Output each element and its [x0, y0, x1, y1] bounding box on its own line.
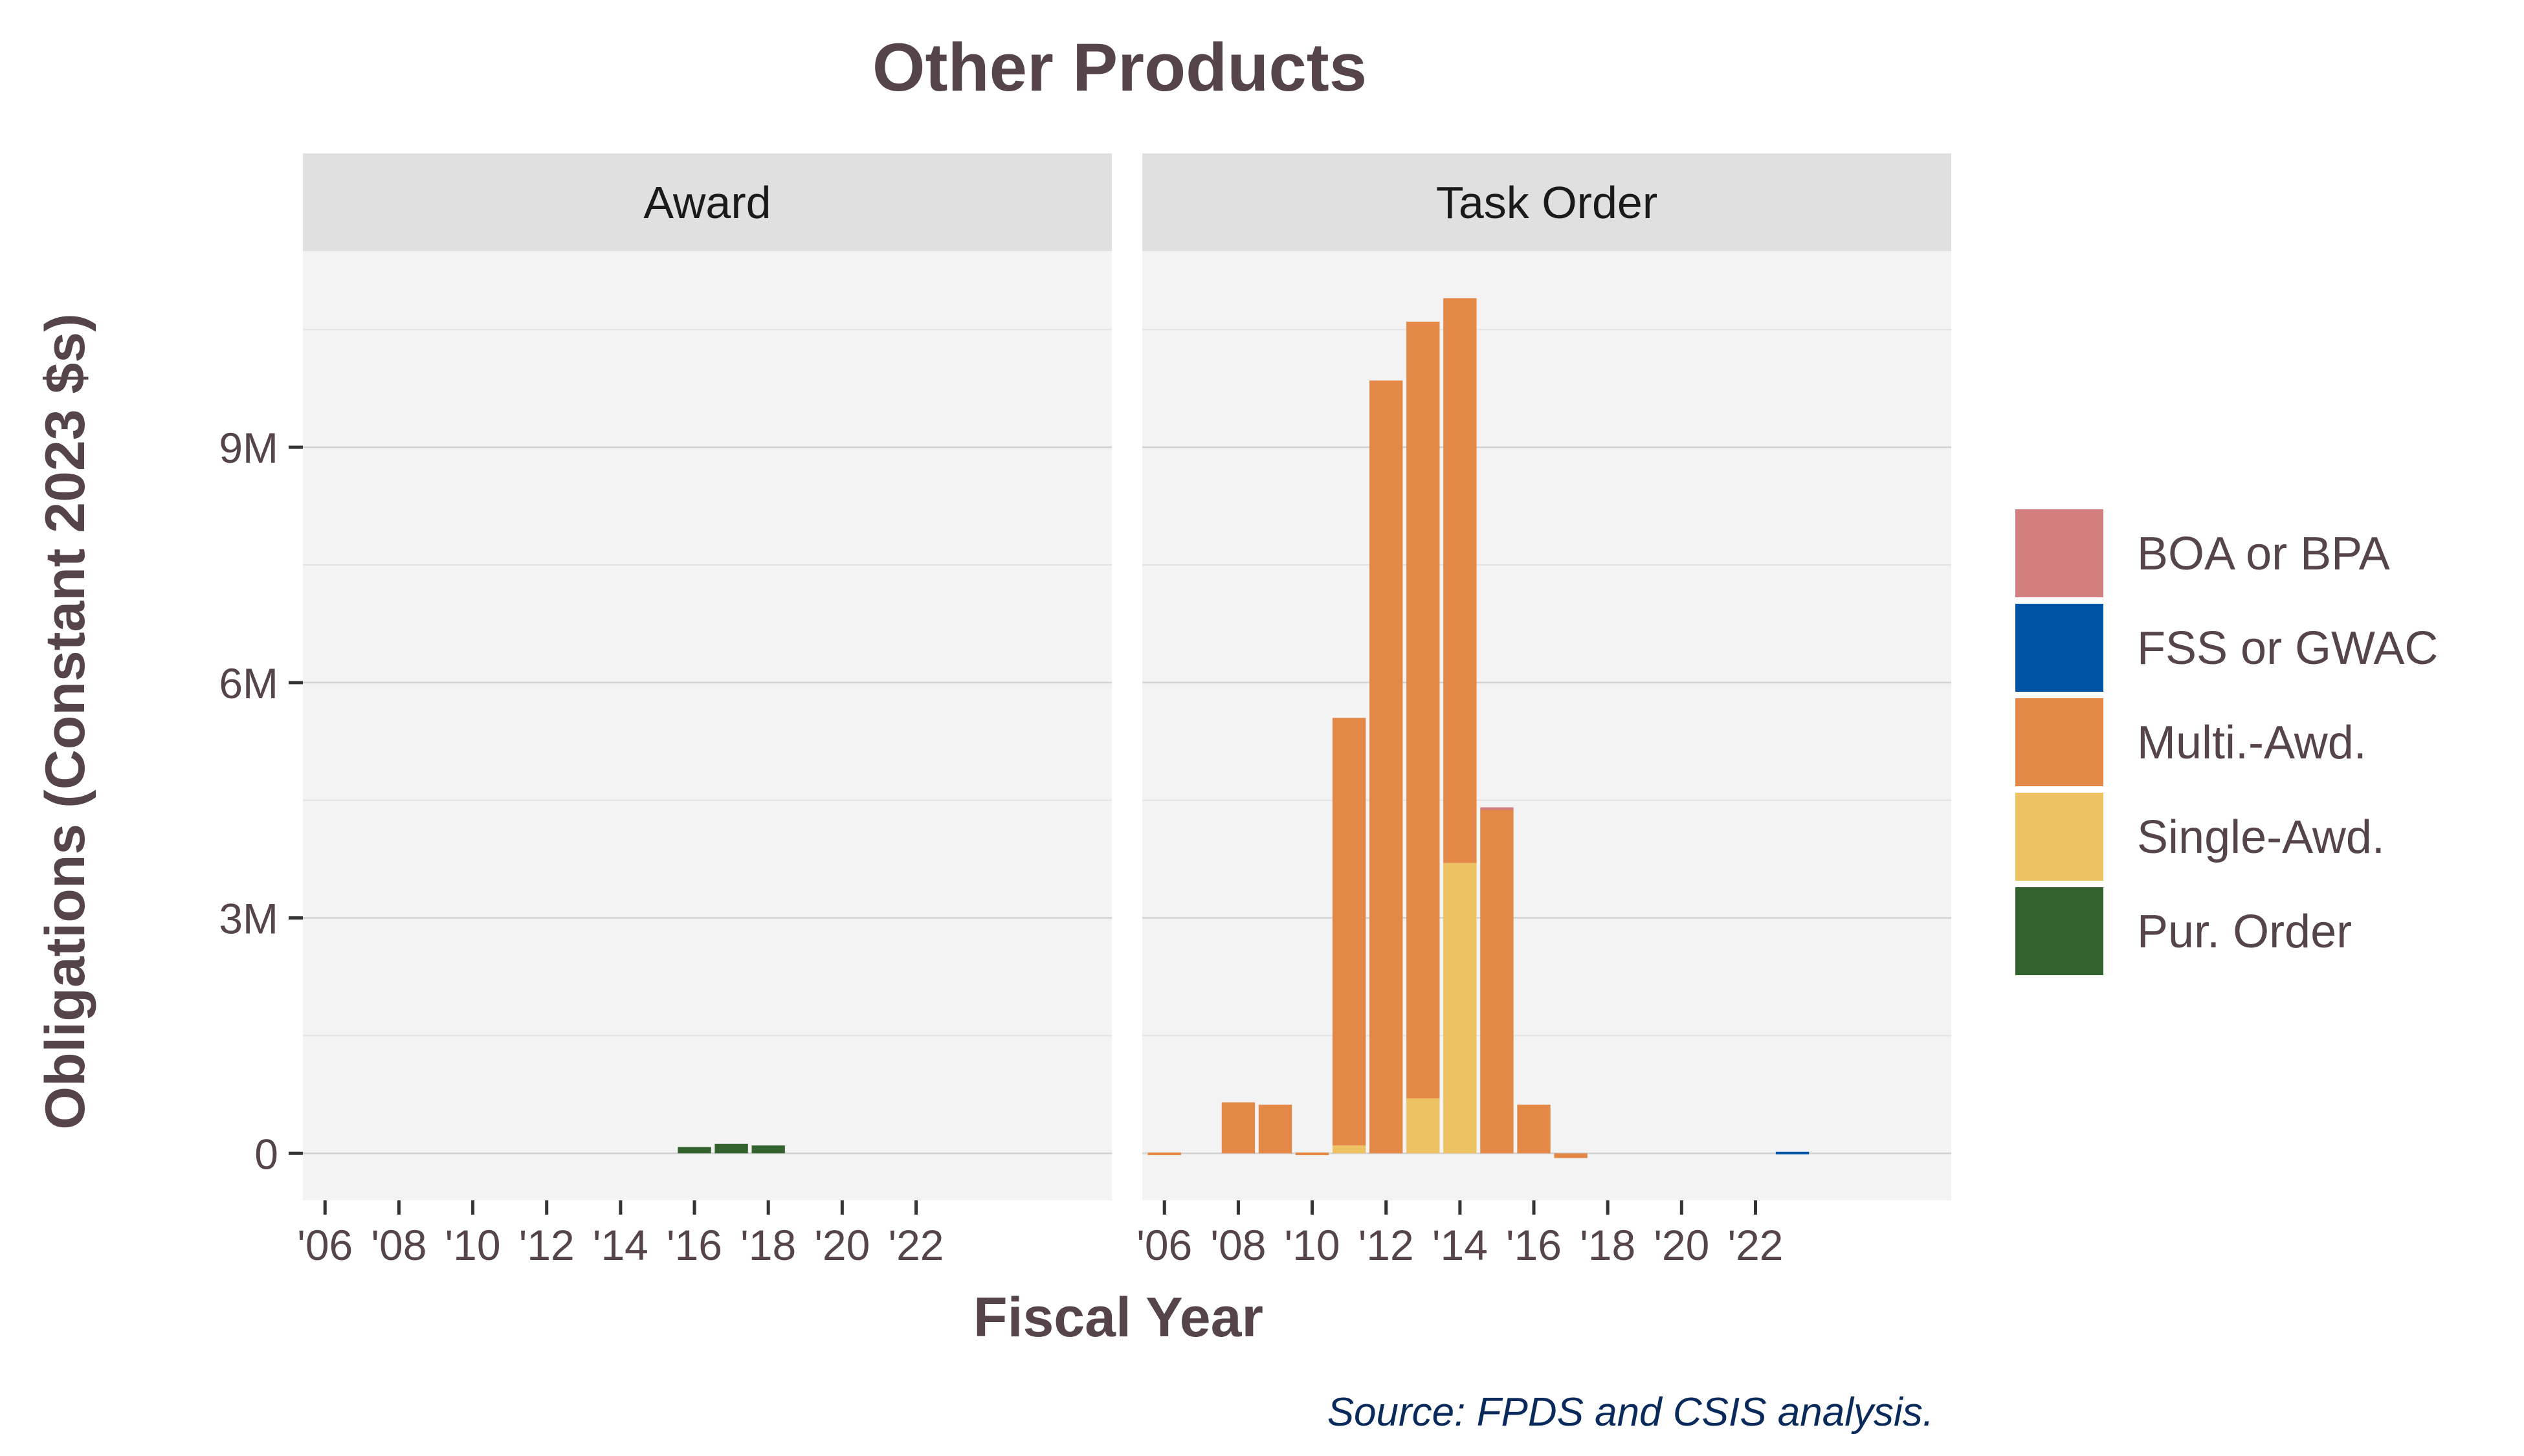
y-tick-label: 3M: [219, 895, 278, 943]
y-tick-label: 6M: [219, 659, 278, 707]
facet-strip-label: Task Order: [1436, 177, 1657, 228]
plot-background: [303, 251, 1112, 1200]
x-tick-label: '12: [1358, 1221, 1414, 1269]
x-tick-label: '22: [888, 1221, 944, 1269]
legend-key: [2013, 601, 2106, 694]
bar-single-awd-2013: [1406, 1098, 1440, 1154]
facet-strip: [303, 153, 1112, 251]
source-caption: Source: FPDS and CSIS analysis.: [1327, 1390, 1934, 1435]
bar-multi-awd-2010: [1295, 1153, 1329, 1156]
bar-multi-awd-2008: [1221, 1102, 1256, 1154]
x-tick-label: '18: [740, 1221, 796, 1269]
bar-multi-awd-2015: [1480, 810, 1514, 1154]
x-tick-label: '10: [1285, 1221, 1340, 1269]
x-tick-label: '06: [1136, 1221, 1192, 1269]
x-tick-label: '08: [371, 1221, 426, 1269]
legend-label: FSS or GWAC: [2137, 623, 2438, 674]
bar-multi-awd-2014: [1443, 298, 1477, 863]
legend-label: Pur. Order: [2137, 906, 2352, 958]
bar-multi-awd-2009: [1258, 1105, 1292, 1154]
x-tick-label: '20: [1654, 1221, 1709, 1269]
facet-strip-label: Award: [643, 177, 771, 228]
panel-task-order: Task Order '06 '08 '10 '12 '14 '16 '18 '20 '22: [1136, 153, 1951, 1269]
bar-multi-awd-2011: [1332, 718, 1366, 1146]
x-tick-label: '22: [1727, 1221, 1783, 1269]
panel-award: Award '06 '08 '10 '12 '14 '16 '18 '20 '22: [297, 153, 1112, 1269]
x-tick-label: '14: [593, 1221, 648, 1269]
x-tick-label: '10: [445, 1221, 501, 1269]
x-tick-label: '12: [519, 1221, 575, 1269]
legend-label: Multi.-Awd.: [2137, 717, 2367, 769]
x-tick-label: '14: [1432, 1221, 1488, 1269]
x-tick-label: '18: [1580, 1221, 1635, 1269]
chart-title: Other Products: [872, 30, 1367, 105]
bar-single-awd-2014: [1443, 863, 1477, 1154]
y-tick-label: 0: [254, 1130, 278, 1178]
x-tick-label: '08: [1210, 1221, 1266, 1269]
legend-key: [2013, 696, 2106, 789]
legend-key: [2013, 885, 2106, 978]
x-axis-title: Fiscal Year: [973, 1286, 1263, 1349]
bar-multi-awd-2017: [1554, 1153, 1588, 1158]
bar-boa-or-bpa-2015: [1480, 807, 1514, 810]
bar-pur-order-2017: [714, 1143, 748, 1154]
bar-single-awd-2011: [1332, 1145, 1366, 1154]
x-tick-label: '06: [297, 1221, 353, 1269]
plot-background: [1142, 251, 1951, 1200]
bar-pur-order-2016: [678, 1147, 711, 1154]
bar-multi-awd-2006: [1147, 1153, 1181, 1156]
x-tick-label: '20: [814, 1221, 870, 1269]
legend-label: Single-Awd.: [2137, 811, 2385, 863]
x-tick-label: '16: [1506, 1221, 1562, 1269]
bar-multi-awd-2016: [1517, 1105, 1551, 1154]
y-axis: 0 3M 6M 9M: [219, 424, 303, 1178]
bar-pur-order-2018: [751, 1145, 785, 1154]
bar-multi-awd-2013: [1406, 322, 1440, 1099]
legend: BOA or BPA FSS or GWAC Multi.-Awd. Single-A…: [2013, 507, 2438, 978]
y-axis-title: Obligations (Constant 2023 $s): [34, 313, 96, 1130]
bar-multi-awd-2012: [1369, 381, 1403, 1154]
legend-key: [2013, 507, 2106, 600]
legend-key: [2013, 790, 2106, 883]
legend-label: BOA or BPA: [2137, 528, 2390, 580]
facet-strip: [1142, 153, 1951, 251]
y-tick-label: 9M: [219, 424, 278, 472]
x-tick-label: '16: [667, 1221, 722, 1269]
bar-fss-or-gwac-2023: [1775, 1151, 1810, 1154]
